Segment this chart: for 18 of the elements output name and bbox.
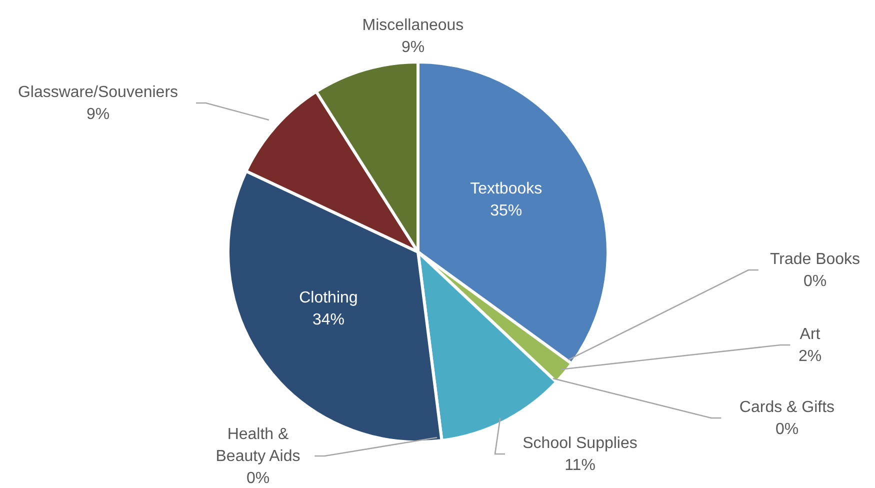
- text: 0%: [775, 420, 799, 438]
- data-label: 9%: [86, 106, 110, 122]
- data-label: 2%: [798, 348, 822, 364]
- data-label: 11%: [564, 456, 596, 474]
- category-label: Health & Beauty Aids: [216, 426, 300, 464]
- slice-label: Art: [800, 326, 821, 342]
- data-label: 34%: [312, 310, 344, 328]
- slice-label: Glassware/Souveniers: [18, 84, 178, 100]
- text: 0%: [803, 272, 827, 290]
- data-label: 35%: [490, 202, 522, 220]
- slice-label: Miscellaneous: [362, 16, 464, 34]
- data-label: 9%: [401, 38, 425, 56]
- text: 0%: [246, 470, 270, 486]
- slice-label: Clothing: [299, 288, 358, 306]
- category-label: Cards & Gifts: [739, 398, 835, 416]
- slice-label: School Supplies: [522, 434, 638, 452]
- slice-label: Textbooks: [470, 180, 542, 198]
- category-label: Trade Books: [770, 250, 860, 268]
